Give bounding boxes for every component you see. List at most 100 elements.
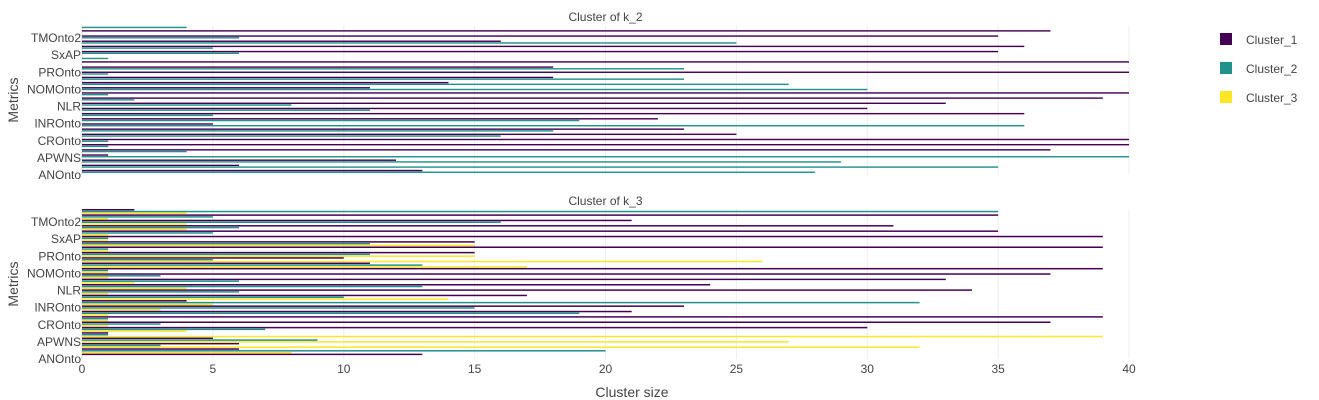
bar-cluster-2[interactable] [82, 99, 135, 101]
bar-cluster-2[interactable] [82, 83, 789, 86]
bar-cluster-3[interactable] [82, 250, 109, 252]
bar-cluster-1[interactable] [82, 241, 475, 243]
bar-cluster-2[interactable] [82, 93, 109, 96]
bar-cluster-1[interactable] [82, 305, 685, 307]
bar-cluster-2[interactable] [82, 125, 1025, 127]
bar-cluster-2[interactable] [82, 237, 109, 240]
bar-cluster-1[interactable] [82, 342, 240, 345]
bar-cluster-1[interactable] [82, 143, 1129, 146]
bar-cluster-2[interactable] [82, 232, 213, 234]
legend-item-cluster-3[interactable]: Cluster_3 [1220, 91, 1298, 105]
bar-cluster-2[interactable] [82, 226, 240, 229]
bar-cluster-2[interactable] [82, 275, 161, 277]
bar-cluster-3[interactable] [82, 309, 161, 311]
bar-cluster-3[interactable] [82, 212, 187, 215]
bar-cluster-1[interactable] [82, 289, 972, 291]
bar-cluster-2[interactable] [82, 57, 109, 60]
bar-cluster-2[interactable] [82, 37, 240, 39]
bar-cluster-1[interactable] [82, 235, 1103, 238]
bar-cluster-1[interactable] [82, 92, 1129, 94]
bar-cluster-3[interactable] [82, 335, 1103, 338]
bar-cluster-1[interactable] [82, 246, 1103, 248]
bar-cluster-3[interactable] [82, 239, 109, 241]
bar-cluster-1[interactable] [82, 35, 999, 37]
bar-cluster-2[interactable] [82, 47, 213, 49]
bar-cluster-1[interactable] [82, 159, 397, 161]
bar-cluster-2[interactable] [82, 301, 920, 304]
bar-cluster-2[interactable] [82, 328, 266, 331]
bar-cluster-1[interactable] [82, 257, 344, 259]
bar-cluster-1[interactable] [82, 30, 1051, 32]
bar-cluster-2[interactable] [82, 78, 685, 80]
bar-cluster-2[interactable] [82, 104, 292, 106]
bar-cluster-1[interactable] [82, 294, 527, 297]
bar-cluster-2[interactable] [82, 145, 109, 148]
bar-cluster-1[interactable] [82, 321, 1051, 323]
bar-cluster-2[interactable] [82, 280, 240, 282]
bar-cluster-3[interactable] [82, 266, 527, 268]
bar-cluster-2[interactable] [82, 248, 109, 250]
bar-cluster-3[interactable] [82, 234, 109, 236]
bar-cluster-1[interactable] [82, 251, 475, 254]
bar-cluster-3[interactable] [82, 287, 187, 290]
bar-cluster-1[interactable] [82, 61, 1129, 63]
bar-cluster-3[interactable] [82, 271, 109, 273]
bar-cluster-1[interactable] [82, 66, 554, 68]
bar-cluster-2[interactable] [82, 242, 370, 245]
bar-cluster-3[interactable] [82, 341, 789, 343]
bar-cluster-1[interactable] [82, 123, 213, 125]
bar-cluster-3[interactable] [82, 228, 187, 231]
legend-item-cluster-2[interactable]: Cluster_2 [1220, 62, 1298, 76]
bar-cluster-2[interactable] [82, 344, 161, 347]
bar-cluster-1[interactable] [82, 310, 632, 313]
bar-cluster-1[interactable] [82, 337, 213, 340]
bar-cluster-1[interactable] [82, 169, 423, 172]
bar-cluster-1[interactable] [82, 225, 894, 227]
bar-cluster-1[interactable] [82, 273, 1051, 275]
bar-cluster-1[interactable] [82, 214, 999, 216]
bar-cluster-3[interactable] [82, 303, 213, 306]
bar-cluster-1[interactable] [82, 102, 946, 105]
bar-cluster-1[interactable] [82, 76, 554, 79]
bar-cluster-1[interactable] [82, 107, 868, 110]
bar-cluster-2[interactable] [82, 253, 370, 256]
bar-cluster-3[interactable] [82, 276, 109, 279]
bar-cluster-1[interactable] [82, 164, 240, 167]
bar-cluster-1[interactable] [82, 284, 711, 286]
bar-cluster-2[interactable] [82, 26, 187, 29]
bar-cluster-2[interactable] [82, 161, 842, 163]
bar-cluster-1[interactable] [82, 348, 240, 350]
bar-cluster-3[interactable] [82, 351, 292, 354]
bar-cluster-1[interactable] [82, 50, 999, 53]
bar-cluster-2[interactable] [82, 264, 423, 266]
bar-cluster-1[interactable] [82, 353, 423, 356]
bar-cluster-1[interactable] [82, 230, 999, 232]
legend-item-cluster-1[interactable]: Cluster_1 [1220, 33, 1298, 47]
bar-cluster-1[interactable] [82, 262, 370, 265]
bar-cluster-2[interactable] [82, 210, 999, 213]
bar-cluster-1[interactable] [82, 118, 658, 120]
bar-cluster-3[interactable] [82, 255, 475, 257]
bar-cluster-1[interactable] [82, 138, 1129, 141]
bar-cluster-3[interactable] [82, 346, 920, 348]
bar-cluster-1[interactable] [82, 326, 868, 329]
bar-cluster-2[interactable] [82, 285, 423, 288]
bar-cluster-1[interactable] [82, 133, 737, 136]
bar-cluster-3[interactable] [82, 282, 135, 284]
bar-cluster-1[interactable] [82, 219, 632, 222]
bar-cluster-2[interactable] [82, 42, 737, 44]
bar-cluster-1[interactable] [82, 97, 1103, 99]
bar-cluster-2[interactable] [82, 350, 606, 352]
bar-cluster-2[interactable] [82, 291, 240, 293]
bar-cluster-1[interactable] [82, 154, 109, 156]
bar-cluster-2[interactable] [82, 52, 240, 55]
bar-cluster-1[interactable] [82, 40, 501, 42]
bar-cluster-1[interactable] [82, 45, 1025, 48]
bar-cluster-2[interactable] [82, 307, 475, 309]
bar-cluster-3[interactable] [82, 330, 187, 332]
bar-cluster-2[interactable] [82, 156, 1129, 158]
bar-cluster-1[interactable] [82, 149, 1051, 151]
bar-cluster-2[interactable] [82, 119, 580, 122]
bar-cluster-3[interactable] [82, 298, 449, 300]
bar-cluster-2[interactable] [82, 88, 868, 91]
